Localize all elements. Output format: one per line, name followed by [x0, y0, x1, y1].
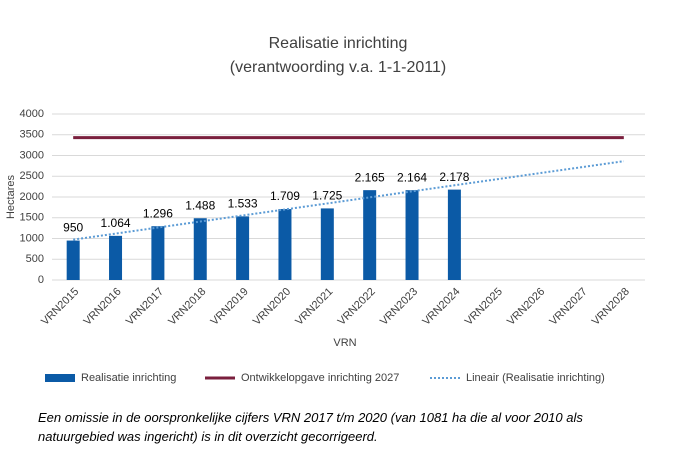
bar [447, 189, 461, 280]
legend-label: Ontwikkelopgave inrichting 2027 [241, 372, 399, 384]
x-tick-label: VRN2019 [209, 286, 251, 328]
bar [363, 190, 377, 280]
data-label: 1.709 [270, 189, 300, 203]
bar [109, 235, 123, 280]
chart-title: Realisatie inrichting [269, 35, 408, 52]
bar [405, 190, 419, 280]
bar [193, 218, 207, 280]
data-label: 2.165 [355, 170, 385, 184]
x-tick-label: VRN2022 [336, 286, 378, 328]
y-tick-label: 1500 [20, 212, 44, 224]
y-tick-label: 2000 [20, 191, 44, 203]
x-tick-label: VRN2018 [166, 286, 208, 328]
data-label: 1.064 [101, 216, 131, 230]
legend-swatch [45, 374, 75, 382]
chart-subtitle: (verantwoording v.a. 1-1-2011) [230, 59, 446, 76]
x-tick-label: VRN2017 [124, 286, 166, 328]
data-label: 1.296 [143, 206, 173, 220]
x-tick-label: VRN2021 [293, 286, 335, 328]
trend-line [73, 160, 624, 241]
y-axis-label: Hectares [5, 174, 17, 219]
x-axis-label: VRN [333, 337, 356, 349]
x-tick-label: VRN2027 [547, 286, 589, 328]
bar [320, 208, 334, 280]
y-tick-label: 2500 [20, 170, 44, 182]
y-tick-label: 3000 [20, 149, 44, 161]
bar [236, 216, 250, 280]
data-label: 1.488 [185, 198, 215, 212]
bar [151, 226, 165, 280]
x-tick-label: VRN2028 [590, 286, 632, 328]
y-tick-label: 500 [26, 253, 44, 265]
legend-label: Realisatie inrichting [81, 372, 176, 384]
x-tick-label: VRN2026 [505, 286, 547, 328]
bar [278, 209, 292, 280]
x-tick-label: VRN2015 [39, 286, 81, 328]
x-tick-label: VRN2023 [378, 286, 420, 328]
data-label: 1.533 [228, 197, 258, 211]
data-label: 950 [63, 221, 83, 235]
y-tick-label: 1000 [20, 232, 44, 244]
x-tick-label: VRN2020 [251, 286, 293, 328]
data-label: 1.725 [312, 189, 342, 203]
x-tick-label: VRN2024 [420, 286, 462, 328]
y-tick-label: 0 [38, 274, 44, 286]
x-tick-label: VRN2016 [81, 286, 123, 328]
footnote: Een omissie in de oorspronkelijke cijfer… [38, 410, 583, 444]
data-label: 2.164 [397, 170, 427, 184]
legend-label: Lineair (Realisatie inrichting) [466, 372, 605, 384]
data-label: 2.178 [439, 170, 469, 184]
y-tick-label: 3500 [20, 129, 44, 141]
x-tick-label: VRN2025 [463, 286, 505, 328]
y-tick-label: 4000 [20, 108, 44, 120]
bar [66, 240, 80, 280]
chart: Realisatie inrichting (verantwoording v.… [5, 35, 645, 384]
